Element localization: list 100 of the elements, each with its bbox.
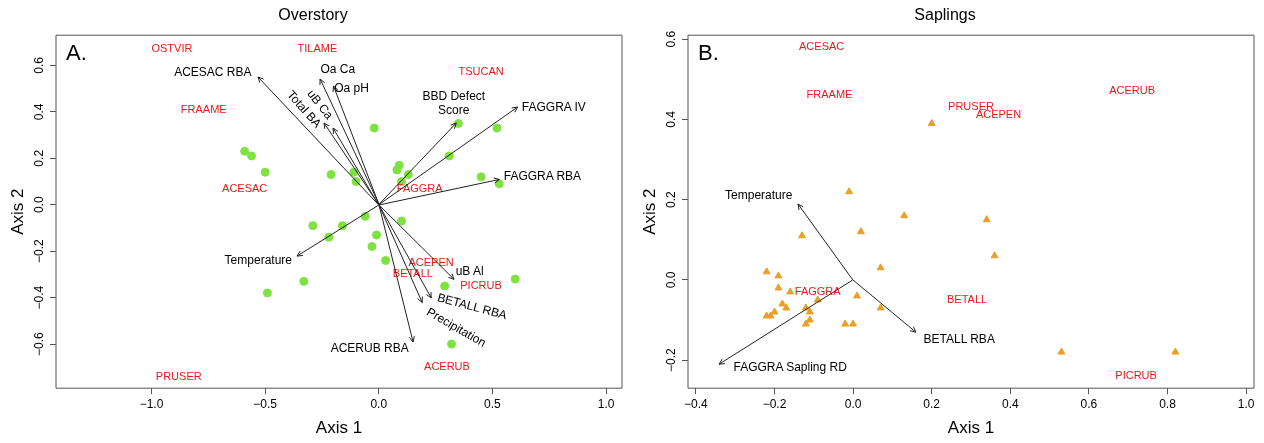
point	[841, 319, 850, 327]
point	[766, 311, 775, 319]
point	[876, 263, 885, 271]
point	[927, 118, 936, 126]
point	[262, 288, 272, 298]
annotation: PICRUB	[1115, 369, 1157, 382]
y-tick-label: 0.2	[664, 191, 679, 209]
annotation: A.	[66, 40, 87, 66]
annotation: FAGGRA RBA	[503, 169, 582, 184]
point	[240, 146, 250, 156]
annotation: TSUCAN	[458, 65, 504, 78]
y-axis-title: Axis 2	[7, 188, 27, 235]
x-tick-label: 0.0	[844, 396, 862, 411]
x-tick-label: 0.2	[923, 396, 941, 411]
x-tick-label: 0.5	[484, 396, 502, 411]
y-tick-label: −0.2	[32, 239, 47, 264]
point	[762, 267, 771, 275]
point	[476, 172, 486, 182]
point	[774, 271, 783, 279]
point	[876, 303, 885, 311]
point	[770, 307, 779, 315]
y-tick-label: −0.4	[32, 285, 47, 310]
point	[392, 165, 402, 175]
x-tick-label: −0.4	[684, 396, 709, 411]
annotation: uB Al	[455, 264, 484, 279]
y-tick-label: 0.6	[32, 56, 47, 74]
point	[774, 283, 783, 291]
x-tick-label: 1.0	[1237, 396, 1255, 411]
annotation: Temperature	[725, 187, 793, 202]
annotation: ACERUB RBA	[330, 341, 409, 356]
point	[510, 274, 520, 284]
y-axis-title: Axis 2	[639, 188, 659, 235]
x-tick-label: 0.0	[370, 396, 388, 411]
y-tick-label: −0.6	[32, 331, 47, 356]
y-tick-label: −0.2	[664, 347, 679, 372]
y-tick-label: 0.4	[32, 103, 47, 121]
annotation: ACESAC RBA	[174, 64, 252, 79]
x-tick-label: 0.6	[1080, 396, 1098, 411]
annotation: FRAAME	[180, 102, 227, 115]
point	[786, 287, 795, 295]
x-tick-label: −1.0	[139, 396, 164, 411]
annotation: Oa Ca	[320, 62, 356, 77]
annotation: FRAAME	[806, 88, 853, 101]
point	[849, 319, 858, 327]
annotation: ACERUB	[1109, 84, 1156, 97]
point	[900, 211, 909, 219]
point	[299, 276, 309, 286]
point	[805, 307, 814, 315]
point	[308, 221, 318, 231]
annotation: FAGGRA Sapling RD	[733, 360, 848, 375]
point	[260, 167, 270, 177]
annotation: BETALL RBA	[923, 332, 995, 347]
point	[372, 230, 382, 240]
x-tick-label: −0.5	[253, 396, 278, 411]
x-tick-label: 0.4	[1001, 396, 1019, 411]
chart-title: Saplings	[914, 6, 976, 24]
point	[990, 251, 999, 259]
annotation: BBD Defect Score	[422, 89, 486, 118]
x-axis-title: Axis 1	[315, 418, 363, 438]
x-axis-title: Axis 1	[947, 418, 995, 438]
point	[1057, 347, 1066, 355]
chart-title: Overstory	[278, 6, 348, 24]
x-tick-label: −0.2	[762, 396, 787, 411]
point	[801, 319, 810, 327]
x-tick-label: 0.8	[1159, 396, 1177, 411]
point	[367, 242, 377, 252]
point	[798, 231, 806, 239]
point	[492, 123, 502, 133]
point	[1171, 347, 1180, 355]
y-tick-label: 0.6	[664, 30, 679, 48]
y-tick-label: 0.0	[664, 271, 679, 289]
point	[381, 255, 391, 265]
y-tick-label: 0.2	[32, 149, 47, 167]
annotation: FAGGRA IV	[521, 99, 586, 114]
point	[440, 281, 450, 291]
y-tick-label: 0.4	[664, 110, 679, 128]
x-tick-label: 1.0	[597, 396, 615, 411]
point	[369, 123, 379, 133]
annotation: PICRUB	[460, 279, 502, 292]
point	[845, 187, 854, 195]
annotation: Oa pH	[334, 80, 369, 95]
point	[246, 151, 256, 161]
point	[782, 303, 791, 311]
annotation: ACESAC	[799, 40, 845, 53]
annotation: B.	[698, 40, 719, 66]
point	[853, 291, 861, 299]
annotation: OSTVIR	[151, 42, 193, 55]
y-tick-label: 0.0	[32, 196, 47, 214]
annotation: BETALL	[946, 292, 988, 305]
point	[778, 299, 787, 307]
annotation: PRUSER	[155, 369, 202, 382]
annotation: ACESAC	[222, 181, 268, 194]
point	[397, 216, 407, 226]
point	[856, 227, 865, 235]
annotation: ACERUB	[424, 360, 470, 373]
point	[805, 315, 814, 323]
annotation: TILAME	[297, 42, 338, 55]
point	[326, 170, 336, 180]
annotation: Temperature	[224, 252, 293, 267]
point	[982, 215, 991, 223]
